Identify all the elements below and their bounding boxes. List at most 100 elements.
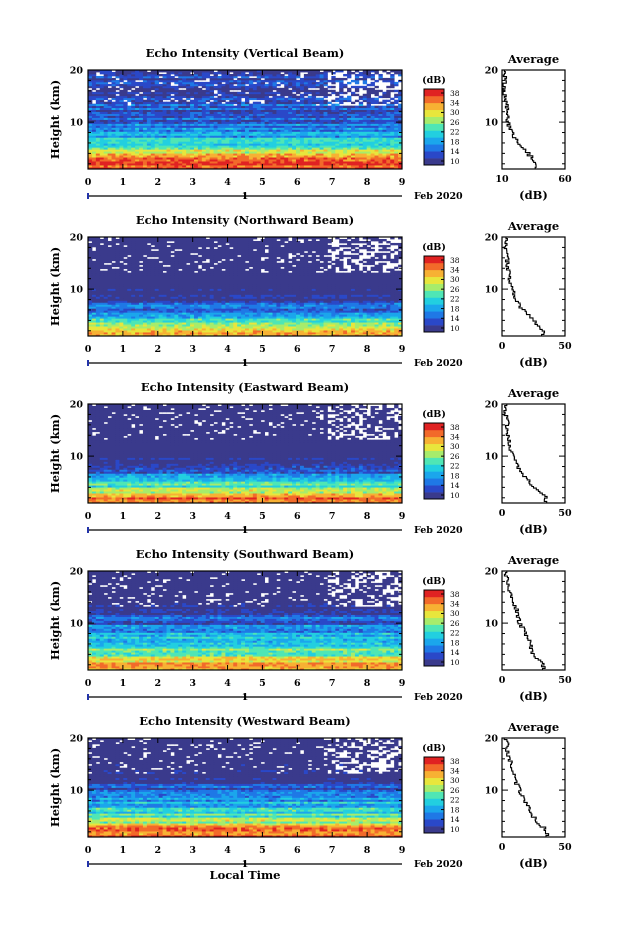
average-x-tick: 50 [558, 842, 572, 853]
colorbar-swatch [424, 771, 444, 778]
heatmap [88, 571, 402, 670]
panel-title: Echo Intensity (Eastward Beam) [141, 380, 349, 394]
colorbar-tick-label: 30 [450, 776, 460, 785]
time-tick-label: 7 [329, 845, 336, 856]
time-tick-label: 5 [259, 511, 266, 522]
time-tick-label: 9 [399, 344, 406, 355]
heatmap [88, 70, 402, 169]
colorbar-tick-label: 18 [450, 304, 460, 313]
day-label: 1 [242, 358, 249, 369]
colorbar-tick-label: 10 [450, 658, 460, 667]
height-axis-label: Height (km) [48, 581, 62, 660]
time-tick-label: 7 [329, 177, 336, 188]
heatmap [88, 404, 402, 503]
height-tick-label: 10 [70, 619, 84, 630]
average-height-tick: 10 [485, 452, 499, 463]
time-tick-label: 2 [154, 511, 161, 522]
time-tick-label: 4 [224, 845, 231, 856]
time-tick-label: 3 [189, 511, 196, 522]
day-ruler: 1 Feb 2020 [88, 525, 463, 536]
colorbar-swatch [424, 430, 444, 437]
colorbar-tick-label: 30 [450, 275, 460, 284]
average-title: Average [507, 52, 559, 66]
height-axis-label: Height (km) [48, 80, 62, 159]
colorbar-tick-label: 10 [450, 491, 460, 500]
time-tick-label: 5 [259, 344, 266, 355]
average-profile-line [504, 404, 547, 503]
time-tick-label: 8 [364, 678, 371, 689]
panel-4: Echo Intensity (Southward Beam)2010Heigh… [48, 547, 572, 703]
panel-title: Echo Intensity (Westward Beam) [139, 714, 350, 728]
colorbar-swatch [424, 137, 444, 144]
time-tick-label: 8 [364, 845, 371, 856]
colorbar-swatch [424, 304, 444, 311]
colorbar-swatch [424, 478, 444, 485]
colorbar-unit: (dB) [422, 576, 446, 587]
colorbar-tick-label: 10 [450, 825, 460, 834]
colorbar-swatch [424, 604, 444, 611]
colorbar-swatch [424, 263, 444, 270]
colorbar-swatch [424, 451, 444, 458]
day-label: 1 [242, 191, 249, 202]
average-profile-line [504, 571, 545, 670]
time-tick-label: 1 [120, 177, 127, 188]
colorbar-tick-label: 26 [450, 452, 460, 461]
colorbar-swatch [424, 764, 444, 771]
time-tick-label: 9 [399, 511, 406, 522]
colorbar-tick-label: 26 [450, 619, 460, 628]
time-tick-label: 3 [189, 177, 196, 188]
time-tick-label: 9 [399, 177, 406, 188]
time-tick-label: 5 [259, 678, 266, 689]
colorbar-tick-label: 34 [450, 767, 460, 776]
average-profile-line [503, 70, 536, 169]
height-tick-label: 20 [70, 734, 84, 745]
date-label: Feb 2020 [414, 692, 463, 703]
colorbar-swatch [424, 151, 444, 158]
colorbar-swatch [424, 785, 444, 792]
average-x-tick: 10 [495, 174, 509, 185]
colorbar-swatch [424, 819, 444, 826]
time-tick-label: 0 [85, 344, 92, 355]
day-ruler: 1 Feb 2020 [88, 692, 463, 703]
average-x-tick: 0 [499, 508, 506, 519]
average-title: Average [507, 219, 559, 233]
colorbar-tick-label: 26 [450, 285, 460, 294]
time-tick-label: 0 [85, 678, 92, 689]
colorbar-swatch [424, 117, 444, 124]
time-tick-label: 3 [189, 845, 196, 856]
time-tick-label: 6 [294, 177, 301, 188]
average-x-label: (dB) [519, 522, 548, 536]
colorbar-tick-label: 10 [450, 157, 460, 166]
time-tick-label: 1 [120, 678, 127, 689]
colorbar-swatch [424, 805, 444, 812]
colorbar-swatch [424, 778, 444, 785]
colorbar-swatch [424, 485, 444, 492]
height-axis-label: Height (km) [48, 414, 62, 493]
day-ruler: 1 Feb 2020 [88, 191, 463, 202]
colorbar-swatch [424, 645, 444, 652]
time-tick-label: 0 [85, 177, 92, 188]
colorbar-swatch [424, 659, 444, 666]
time-tick-label: 9 [399, 845, 406, 856]
time-tick-label: 8 [364, 344, 371, 355]
colorbar-tick-label: 34 [450, 99, 460, 108]
average-x-tick: 0 [499, 675, 506, 686]
panel-title: Echo Intensity (Vertical Beam) [146, 46, 345, 60]
time-tick-label: 4 [224, 344, 231, 355]
time-tick-label: 3 [189, 678, 196, 689]
average-title: Average [507, 553, 559, 567]
panel-1: Echo Intensity (Vertical Beam)2010Height… [48, 46, 572, 202]
time-tick-label: 4 [224, 678, 231, 689]
colorbar-swatch [424, 144, 444, 151]
date-label: Feb 2020 [414, 859, 463, 870]
heatmap [88, 237, 402, 336]
average-profile-line [504, 237, 544, 336]
colorbar-tick-label: 18 [450, 471, 460, 480]
date-label: Feb 2020 [414, 525, 463, 536]
time-tick-label: 6 [294, 344, 301, 355]
average-height-tick: 20 [485, 400, 499, 411]
